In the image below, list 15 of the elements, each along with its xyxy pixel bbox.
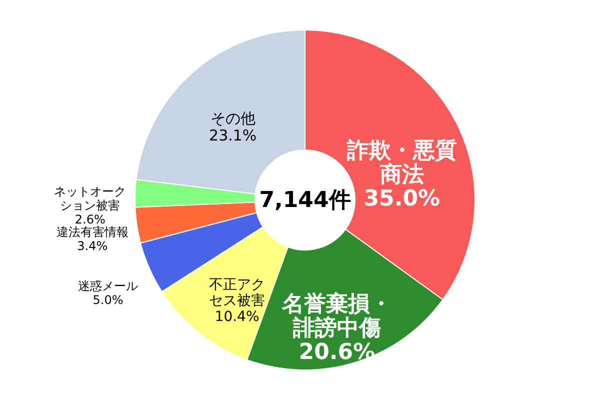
data-label: 3.4% [77,238,108,253]
slice-label: 迷惑メール [78,279,138,294]
data-label: 2.6% [74,212,106,227]
data-label: 35.0% [364,186,440,212]
data-label: 20.6% [298,340,376,365]
slice-label: 名誉棄損・誹謗中傷 [280,291,392,341]
text: 7,144件 [259,188,351,213]
slice-label: ネットオークション被害 [54,184,126,213]
data-label: 5.0% [92,293,124,308]
data-label: 10.4% [214,308,260,325]
slice-label: 詐欺・悪質商法 [346,138,457,188]
slice-label: その他 [210,110,256,128]
slice-label: 違法有害情報 [56,224,128,239]
slice-label: 不正アクセス被害 [209,276,266,309]
data-label: 23.1% [209,126,257,145]
